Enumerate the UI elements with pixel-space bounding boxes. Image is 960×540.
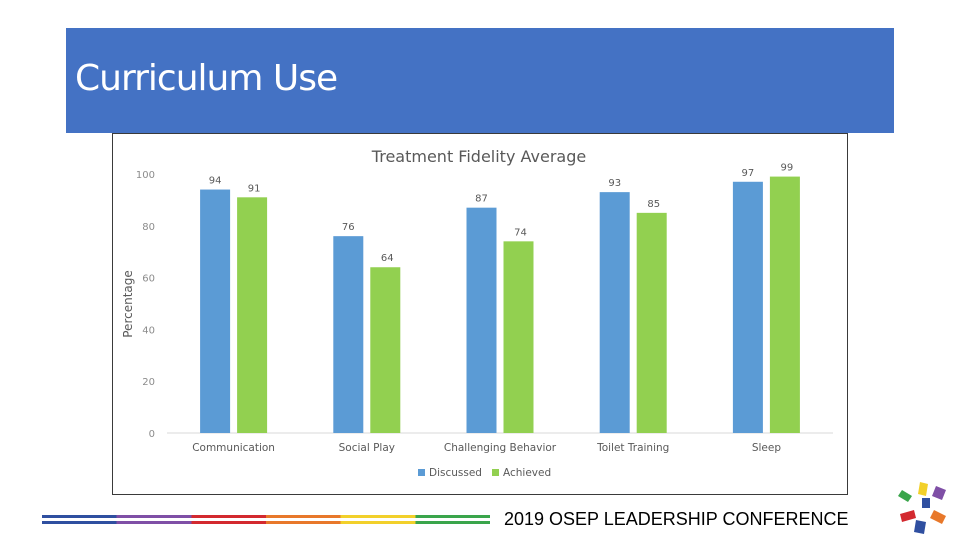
hand-icon xyxy=(898,482,946,534)
bar-discussed xyxy=(599,192,630,433)
bar-discussed xyxy=(732,181,763,433)
bar-discussed xyxy=(333,236,364,433)
chart-container: Treatment Fidelity Average Percentage 0 20 4… xyxy=(112,133,848,495)
bar-achieved xyxy=(769,176,800,433)
data-label: 91 xyxy=(248,183,261,194)
bar-achieved xyxy=(503,241,534,433)
x-tick-label: Challenging Behavior xyxy=(444,442,557,454)
data-label: 85 xyxy=(647,199,660,210)
y-axis-label: Percentage xyxy=(121,270,135,338)
data-label: 99 xyxy=(781,163,794,174)
data-label: 93 xyxy=(608,178,621,189)
bar-chart: Treatment Fidelity Average Percentage 0 20 4… xyxy=(121,147,833,479)
bar-discussed xyxy=(200,189,231,433)
bar-achieved xyxy=(636,212,667,433)
legend-label: Discussed xyxy=(429,467,482,479)
legend-label: Achieved xyxy=(503,467,551,479)
stripe-top xyxy=(42,515,490,518)
legend-swatch-achieved xyxy=(492,469,499,476)
title-banner: Curriculum Use xyxy=(66,28,894,133)
data-label: 94 xyxy=(209,176,222,187)
y-tick-label: 40 xyxy=(142,325,155,336)
x-tick-label: Communication xyxy=(192,442,275,454)
y-tick-label: 100 xyxy=(136,170,155,181)
bar-achieved xyxy=(237,197,268,433)
slide-title: Curriculum Use xyxy=(75,58,338,99)
data-label: 74 xyxy=(514,227,527,238)
legend-swatch-discussed xyxy=(418,469,425,476)
data-label: 87 xyxy=(475,194,488,205)
bar-achieved xyxy=(370,267,401,433)
data-label: 97 xyxy=(742,168,755,179)
y-tick-label: 20 xyxy=(142,377,155,388)
conference-name: 2019 OSEP LEADERSHIP CONFERENCE xyxy=(504,509,849,529)
data-label: 64 xyxy=(381,253,394,264)
bar-discussed xyxy=(466,207,497,433)
footer-color-stripes xyxy=(42,515,490,527)
x-tick-label: Sleep xyxy=(752,442,782,454)
data-label: 76 xyxy=(342,222,355,233)
stripe-bottom xyxy=(42,521,490,524)
x-tick-label: Toilet Training xyxy=(596,442,669,454)
colorful-hands-logo xyxy=(898,482,946,534)
y-tick-label: 60 xyxy=(142,274,155,285)
y-tick-label: 80 xyxy=(142,222,155,233)
chart-title: Treatment Fidelity Average xyxy=(371,147,586,166)
y-tick-label: 0 xyxy=(149,429,155,440)
x-tick-label: Social Play xyxy=(339,442,395,454)
